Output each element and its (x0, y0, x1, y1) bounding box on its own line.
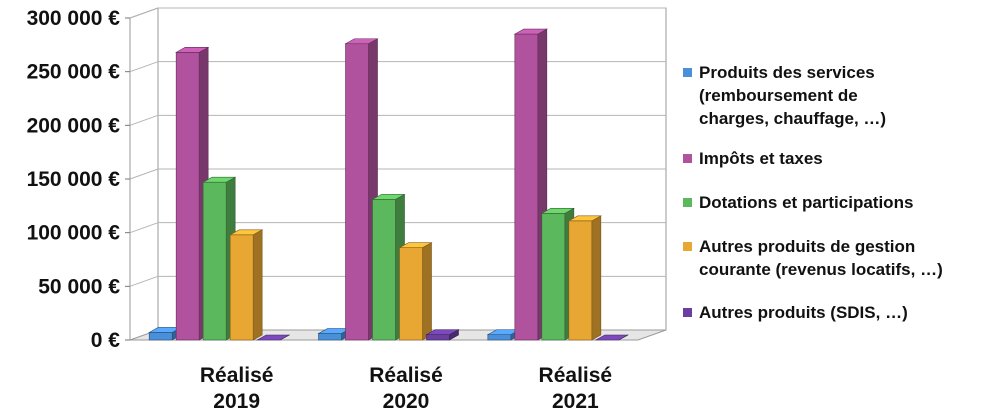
gridline-side (129, 275, 159, 287)
bar-front (148, 332, 173, 341)
legend-label: Produits des services (699, 63, 875, 82)
bar (594, 334, 629, 341)
y-tick-label: 100 000 € (27, 222, 121, 245)
x-tick-label: Réalisé (200, 364, 274, 387)
bar-top (175, 47, 210, 53)
bar (229, 229, 264, 341)
gridline-side (129, 168, 159, 180)
legend-swatch (683, 242, 692, 251)
y-tick-label: 250 000 € (27, 61, 121, 84)
bar-front (568, 220, 593, 341)
legend-item: Dotations et participations (683, 193, 913, 212)
bar-top (229, 229, 264, 236)
y-tick-label: 0 € (91, 329, 121, 352)
bar-front (318, 333, 342, 341)
bar-top (513, 28, 548, 35)
bar-front (541, 213, 566, 341)
bar-front (372, 199, 396, 341)
bar-top (256, 334, 291, 341)
y-tick-label: 300 000 € (27, 7, 121, 30)
y-tick-label: 200 000 € (27, 114, 121, 137)
bar-top (398, 242, 433, 248)
gridline-side (129, 222, 159, 234)
legend-item: Autres produits de gestion courante (reve… (683, 237, 943, 279)
x-tick-label: 2020 (383, 390, 430, 410)
bar-front (426, 334, 450, 341)
x-tick-label: Réalisé (539, 364, 613, 387)
bar (344, 38, 379, 341)
legend-label: Autres produits (SDIS, …) (699, 303, 908, 322)
legend-swatch (683, 308, 692, 317)
legend: Produits des services (remboursement de ch… (683, 63, 943, 322)
legend-item: Autres produits (SDIS, …) (683, 303, 908, 322)
bar-top (202, 176, 237, 183)
legend-label: charges, chauffage, …) (699, 109, 886, 128)
legend-label: Impôts et taxes (699, 149, 823, 168)
bar-front (487, 334, 512, 341)
bar-side (422, 242, 432, 341)
bar-front (399, 247, 423, 341)
bar (567, 215, 602, 341)
legend-label: Dotations et participations (699, 193, 913, 212)
bar-front (202, 181, 227, 341)
x-tick-label: 2019 (213, 390, 260, 410)
bar-front (175, 52, 200, 341)
legend-label: Autres produits de gestion (699, 237, 915, 256)
plot-area (129, 7, 667, 341)
bar-top (594, 334, 629, 341)
legend-item: Produits des services (remboursement de ch… (683, 63, 886, 128)
legend-swatch (683, 154, 692, 163)
y-tick-label: 50 000 € (38, 275, 120, 298)
bar-top (371, 194, 406, 200)
bar-front (514, 33, 539, 341)
x-tick-label: Réalisé (369, 364, 443, 387)
legend-item: Impôts et taxes (683, 149, 823, 168)
legend-label: courante (revenus locatifs, …) (699, 260, 943, 279)
legend-swatch (683, 198, 692, 207)
y-axis: 0 € 50 000 € 100 000 € 150 000 € 200 000 € 25… (27, 7, 130, 352)
bar (256, 334, 291, 341)
bars (148, 28, 629, 341)
bar-front (229, 234, 254, 341)
y-tick-label: 150 000 € (27, 168, 121, 191)
bar-top (567, 215, 602, 222)
gridline-side (129, 114, 159, 126)
bar-top (540, 208, 575, 214)
x-axis: Réalisé 2019 Réalisé 2020 Réalisé 2021 (200, 364, 612, 410)
legend-swatch (683, 68, 692, 77)
bar-side (591, 215, 602, 341)
bar-top (425, 329, 460, 335)
legend-label: (remboursement de (699, 86, 858, 105)
gridline-side (129, 7, 159, 19)
gridline-side (129, 61, 159, 73)
bar-front (345, 43, 369, 341)
bar (398, 242, 433, 341)
bar (425, 329, 460, 341)
bar-top (344, 38, 379, 45)
bar (202, 176, 237, 341)
x-tick-label: 2021 (552, 390, 599, 410)
bar-side (252, 229, 263, 341)
